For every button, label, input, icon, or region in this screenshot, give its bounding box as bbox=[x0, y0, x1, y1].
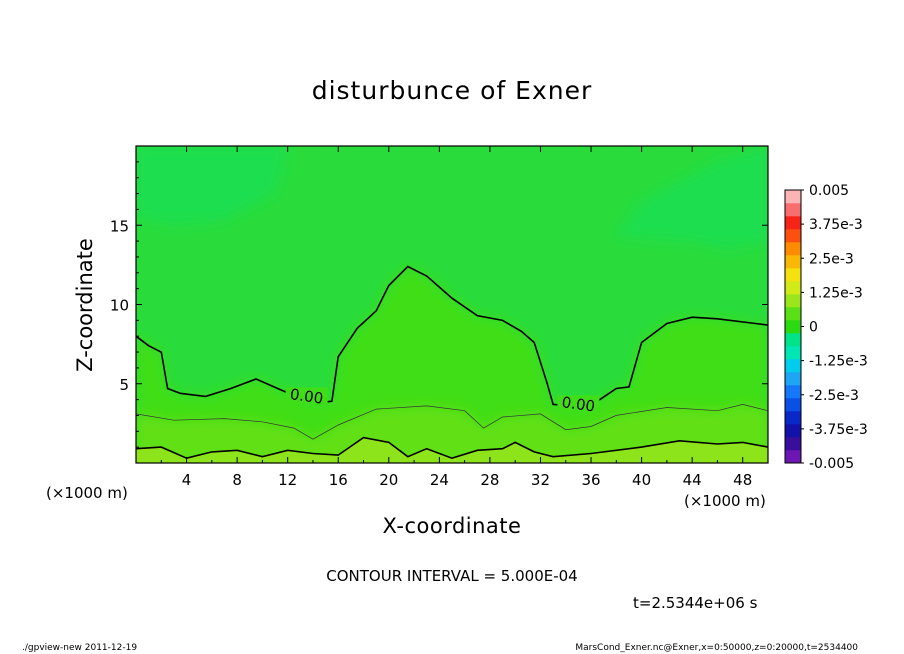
lower-band bbox=[136, 404, 768, 463]
colorbar-label-6: -2.5e-3 bbox=[809, 388, 859, 404]
colorbar-cell-14 bbox=[785, 268, 801, 282]
y-axis-label: Z-coordinate bbox=[73, 238, 97, 372]
x-unit-label: (×1000 m) bbox=[684, 492, 766, 510]
colorbar-label-8: -0.005 bbox=[809, 456, 854, 472]
colorbar-cell-15 bbox=[785, 255, 801, 269]
contour-label-1: 0.00 bbox=[561, 393, 597, 415]
x-tick-label-28: 28 bbox=[480, 471, 499, 489]
colorbar-cell-5 bbox=[785, 385, 801, 399]
footer-program-info: ./gpview-new 2011-12-19 bbox=[22, 643, 138, 653]
colorbar-cell-3 bbox=[785, 411, 801, 425]
colorbar-label-2: 2.5e-3 bbox=[809, 251, 854, 267]
y-tick-label-15: 15 bbox=[110, 217, 129, 235]
colorbar-cell-13 bbox=[785, 281, 801, 295]
x-tick-label-36: 36 bbox=[581, 471, 600, 489]
x-tick-label-48: 48 bbox=[733, 471, 752, 489]
x-tick-label-24: 24 bbox=[430, 471, 449, 489]
colorbar-cell-9 bbox=[785, 333, 801, 347]
thin-contour-line bbox=[136, 404, 768, 440]
field-layer bbox=[136, 146, 768, 463]
contour-interval-note: CONTOUR INTERVAL = 5.000E-04 bbox=[326, 567, 578, 585]
y-tick-label-5: 5 bbox=[119, 376, 129, 394]
x-tick-label-4: 4 bbox=[182, 471, 192, 489]
upper-right-patch bbox=[616, 146, 768, 249]
y-tick-label-10: 10 bbox=[110, 297, 129, 315]
x-tick-label-20: 20 bbox=[379, 471, 398, 489]
low-contour-line bbox=[136, 436, 768, 460]
colorbar-label-1: 3.75e-3 bbox=[809, 217, 863, 233]
colorbar-cell-12 bbox=[785, 294, 801, 308]
colorbar-cell-11 bbox=[785, 307, 801, 321]
colorbar-cell-4 bbox=[785, 398, 801, 412]
colorbar-label-7: -3.75e-3 bbox=[809, 422, 868, 438]
x-axis-label: X-coordinate bbox=[382, 514, 522, 538]
bottom-band bbox=[136, 437, 768, 463]
contour-label-bg-0 bbox=[285, 387, 328, 404]
colorbar-cell-17 bbox=[785, 229, 801, 243]
colorbar-label-5: -1.25e-3 bbox=[809, 354, 868, 370]
positive-region bbox=[136, 266, 768, 463]
colorbar-cell-2 bbox=[785, 424, 801, 438]
x-tick-label-44: 44 bbox=[683, 471, 702, 489]
colorbar-label-3: 1.25e-3 bbox=[809, 285, 863, 301]
colorbar-cell-7 bbox=[785, 359, 801, 373]
chart-title: disturbunce of Exner bbox=[311, 76, 593, 105]
x-tick-label-32: 32 bbox=[531, 471, 550, 489]
contour-label-bg-1 bbox=[557, 395, 600, 412]
colorbar-label-4: 0 bbox=[809, 320, 818, 336]
x-tick-label-12: 12 bbox=[278, 471, 297, 489]
colorbar-cell-18 bbox=[785, 216, 801, 230]
colorbar-cell-10 bbox=[785, 320, 801, 334]
colorbar-cell-6 bbox=[785, 372, 801, 386]
x-tick-label-8: 8 bbox=[232, 471, 242, 489]
colorbar-cell-20 bbox=[785, 190, 801, 204]
colorbar-cell-8 bbox=[785, 346, 801, 360]
contour-label-0: 0.00 bbox=[289, 385, 325, 407]
footer-data-source: MarsCond_Exner.nc@Exner,x=0:50000,z=0:20… bbox=[575, 643, 858, 653]
upper-left-patch bbox=[136, 146, 288, 226]
colorbar-cell-1 bbox=[785, 437, 801, 451]
time-stamp: t=2.5344e+06 s bbox=[633, 594, 758, 612]
colorbar-label-0: 0.005 bbox=[809, 183, 849, 199]
y-unit-label: (×1000 m) bbox=[46, 484, 128, 502]
colorbar-cell-0 bbox=[785, 450, 801, 464]
x-tick-label-16: 16 bbox=[329, 471, 348, 489]
colorbar-cell-16 bbox=[785, 242, 801, 256]
zero-contour-line bbox=[136, 265, 768, 407]
colorbar-cell-19 bbox=[785, 203, 801, 217]
x-tick-label-40: 40 bbox=[632, 471, 651, 489]
